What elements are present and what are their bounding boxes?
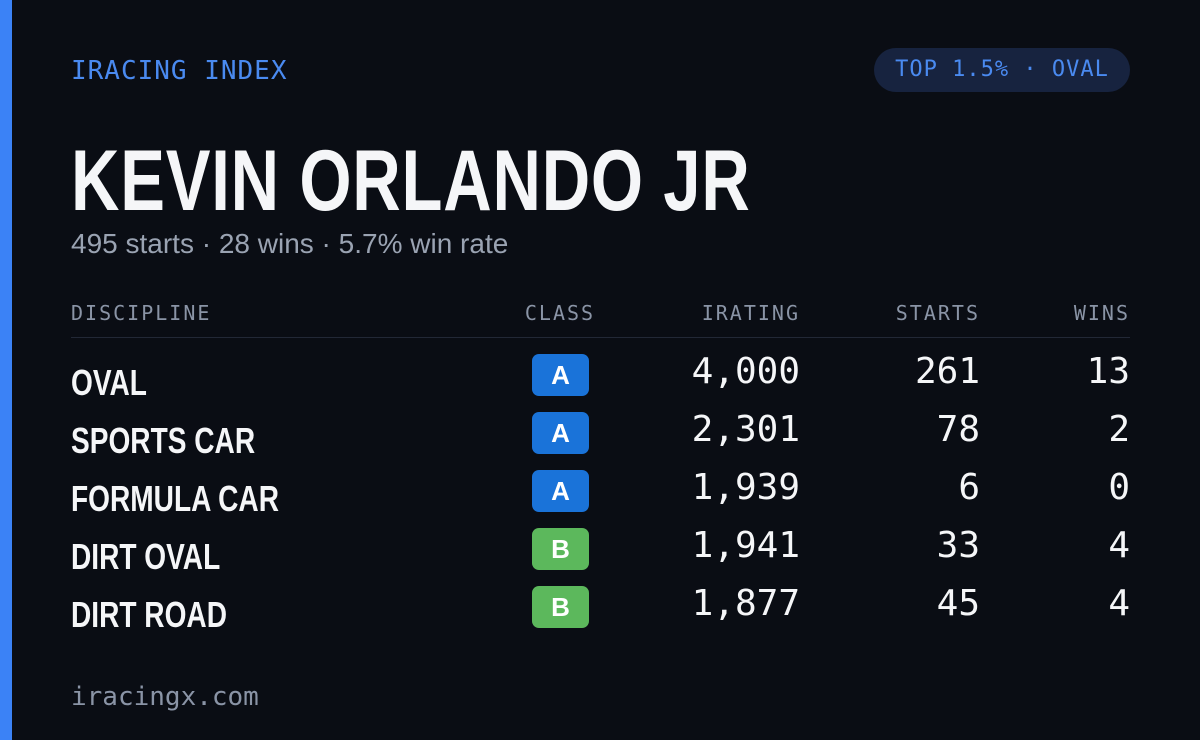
- brand: IRACING INDEX: [71, 56, 288, 86]
- column-header: WINS: [1073, 301, 1130, 325]
- wins: 0: [1108, 467, 1130, 508]
- column-header: DISCIPLINE: [71, 301, 212, 325]
- accent-bar: [0, 0, 12, 740]
- rank-badge: TOP 1.5% · OVAL: [874, 48, 1130, 92]
- wins: 4: [1108, 583, 1130, 624]
- discipline: DIRT ROAD: [71, 594, 227, 635]
- starts: 78: [936, 409, 980, 450]
- starts: 45: [936, 583, 980, 624]
- irating: 4,000: [691, 351, 800, 392]
- class-badge: B: [532, 528, 589, 570]
- wins: 4: [1108, 525, 1130, 566]
- class-badge: A: [532, 470, 589, 512]
- irating: 2,301: [691, 409, 800, 450]
- starts: 261: [914, 351, 980, 392]
- wins: 13: [1086, 351, 1130, 392]
- footer-site: iracingx.com: [71, 682, 259, 712]
- starts: 6: [958, 467, 980, 508]
- irating: 1,877: [691, 583, 800, 624]
- discipline: SPORTS CAR: [71, 420, 256, 461]
- column-header: CLASS: [524, 301, 596, 325]
- wins: 2: [1108, 409, 1130, 450]
- irating: 1,939: [691, 467, 800, 508]
- discipline: OVAL: [71, 362, 147, 403]
- starts: 33: [936, 525, 980, 566]
- driver-name: KEVIN ORLANDO JR: [71, 133, 751, 229]
- column-header: IRATING: [701, 301, 800, 325]
- class-badge: B: [532, 586, 589, 628]
- class-badge: A: [532, 354, 589, 396]
- discipline: DIRT OVAL: [71, 536, 221, 577]
- class-badge: A: [532, 412, 589, 454]
- column-header: STARTS: [895, 301, 980, 325]
- discipline: FORMULA CAR: [71, 478, 279, 519]
- irating: 1,941: [691, 525, 800, 566]
- driver-summary: 495 starts · 28 wins · 5.7% win rate: [71, 228, 509, 259]
- header-rule: [71, 337, 1130, 338]
